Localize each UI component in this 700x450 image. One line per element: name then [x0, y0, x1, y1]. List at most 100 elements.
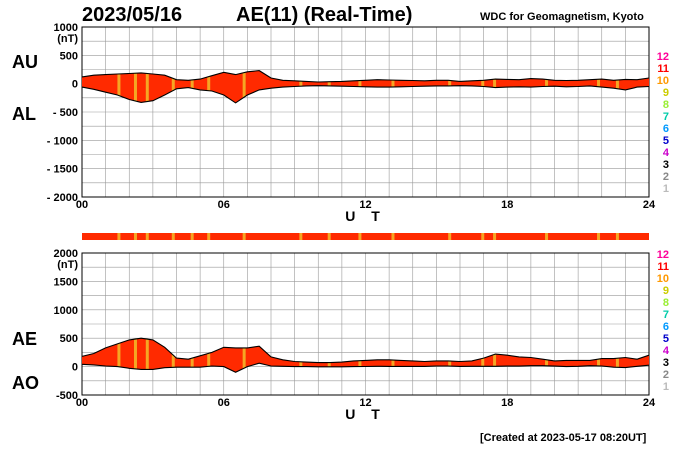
- activity-highlight: [207, 338, 211, 373]
- scale-level-label: 4: [663, 147, 670, 159]
- activity-highlight: [117, 70, 121, 103]
- au-series-line: [81, 70, 650, 83]
- status-bar-highlight: [391, 233, 395, 240]
- activity-highlight: [145, 338, 149, 373]
- unit-label: (nT): [57, 33, 78, 45]
- activity-highlight: [190, 70, 194, 103]
- scale-level-label: 2: [663, 171, 669, 183]
- x-tick-label: 18: [501, 397, 513, 409]
- activity-highlight: [493, 338, 497, 373]
- status-bar-highlight: [242, 233, 246, 240]
- x-axis-title: U T: [345, 406, 386, 422]
- activity-highlight: [615, 70, 619, 103]
- status-bar-highlight: [299, 233, 303, 240]
- ao-series-line: [81, 362, 650, 373]
- y-tick-label: 0: [72, 362, 78, 374]
- x-tick-label: 18: [501, 199, 513, 211]
- scale-level-label: 10: [657, 75, 669, 87]
- status-bar-highlight: [481, 233, 485, 240]
- created-timestamp: [Created at 2023-05-17 08:20UT]: [480, 432, 647, 444]
- x-tick-label: 24: [643, 397, 656, 409]
- au-label: AU: [12, 52, 38, 72]
- y-tick-label: - 1500: [47, 164, 78, 176]
- status-bar-highlight: [117, 233, 121, 240]
- ae-series-line: [81, 337, 650, 364]
- status-bar: [82, 233, 649, 240]
- activity-highlight: [207, 70, 211, 103]
- scale-level-label: 12: [657, 249, 669, 261]
- y-tick-label: 2000: [54, 248, 78, 260]
- status-bar-highlight: [615, 233, 619, 240]
- y-tick-label: 1500: [54, 276, 78, 288]
- activity-highlight: [171, 70, 175, 103]
- plot-frame: [81, 252, 650, 396]
- scale-level-label: 7: [663, 111, 669, 123]
- scale-level-label: 11: [657, 63, 669, 75]
- x-axis-title: U T: [345, 208, 386, 224]
- scale-level-label: 9: [663, 285, 669, 297]
- activity-highlight: [493, 70, 497, 103]
- y-tick-label: - 2000: [47, 192, 78, 204]
- al-label: AL: [12, 104, 36, 124]
- y-tick-label: - 500: [53, 107, 78, 119]
- status-bar-highlight: [493, 233, 497, 240]
- activity-highlight: [117, 338, 121, 373]
- scale-level-label: 12: [657, 51, 669, 63]
- x-tick-label: 24: [643, 199, 656, 211]
- status-bar-highlight: [133, 233, 137, 240]
- x-tick-label: 12: [359, 397, 371, 409]
- x-tick-label: 00: [76, 397, 88, 409]
- scale-level-label: 4: [663, 345, 670, 357]
- scale-level-label: 8: [663, 297, 669, 309]
- scale-level-label: 8: [663, 99, 669, 111]
- status-bar-highlight: [145, 233, 149, 240]
- scale-level-label: 3: [663, 159, 669, 171]
- activity-highlight: [242, 338, 246, 373]
- unit-label: (nT): [57, 259, 78, 271]
- status-bar-highlight: [171, 233, 175, 240]
- status-bar-highlight: [448, 233, 452, 240]
- scale-level-label: 5: [663, 135, 669, 147]
- status-bar-highlight: [207, 233, 211, 240]
- status-bar-highlight: [327, 233, 331, 240]
- plot-frame: [81, 26, 650, 198]
- al-series-line: [81, 85, 650, 104]
- scale-level-label: 6: [663, 123, 669, 135]
- status-bar-highlight: [358, 233, 362, 240]
- scale-level-label: 5: [663, 333, 669, 345]
- x-tick-label: 12: [359, 199, 371, 211]
- source-label: WDC for Geomagnetism, Kyoto: [480, 11, 644, 23]
- ae-label: AE: [12, 329, 38, 349]
- y-tick-label: - 1000: [47, 135, 78, 147]
- status-bar-highlight: [597, 233, 601, 240]
- scale-level-label: 11: [657, 261, 669, 273]
- status-bar-highlight: [545, 233, 549, 240]
- y-tick-label: 1000: [54, 305, 78, 317]
- scale-level-label: 2: [663, 369, 669, 381]
- date-title: 2023/05/16: [82, 4, 183, 26]
- y-tick-label: 1000: [54, 22, 78, 34]
- band-fill: [82, 338, 649, 373]
- y-tick-label: 500: [60, 333, 78, 345]
- scale-level-label: 3: [663, 357, 669, 369]
- activity-highlight: [242, 70, 246, 103]
- scale-level-label: 9: [663, 87, 669, 99]
- scale-level-label: 6: [663, 321, 669, 333]
- status-bar-highlight: [190, 233, 194, 240]
- scale-level-label: 10: [657, 273, 669, 285]
- x-tick-label: 00: [76, 199, 88, 211]
- activity-highlight: [145, 70, 149, 103]
- y-tick-label: 0: [72, 79, 78, 91]
- ao-label: AO: [12, 373, 39, 393]
- scale-level-label: 7: [663, 309, 669, 321]
- index-title: AE(11) (Real-Time): [236, 4, 413, 26]
- activity-highlight: [133, 338, 137, 373]
- x-tick-label: 06: [218, 397, 230, 409]
- activity-highlight: [133, 70, 137, 103]
- y-tick-label: 500: [60, 50, 78, 62]
- x-tick-label: 06: [218, 199, 230, 211]
- scale-level-label: 1: [663, 381, 669, 393]
- scale-level-label: 1: [663, 183, 669, 195]
- y-tick-label: -500: [56, 390, 78, 402]
